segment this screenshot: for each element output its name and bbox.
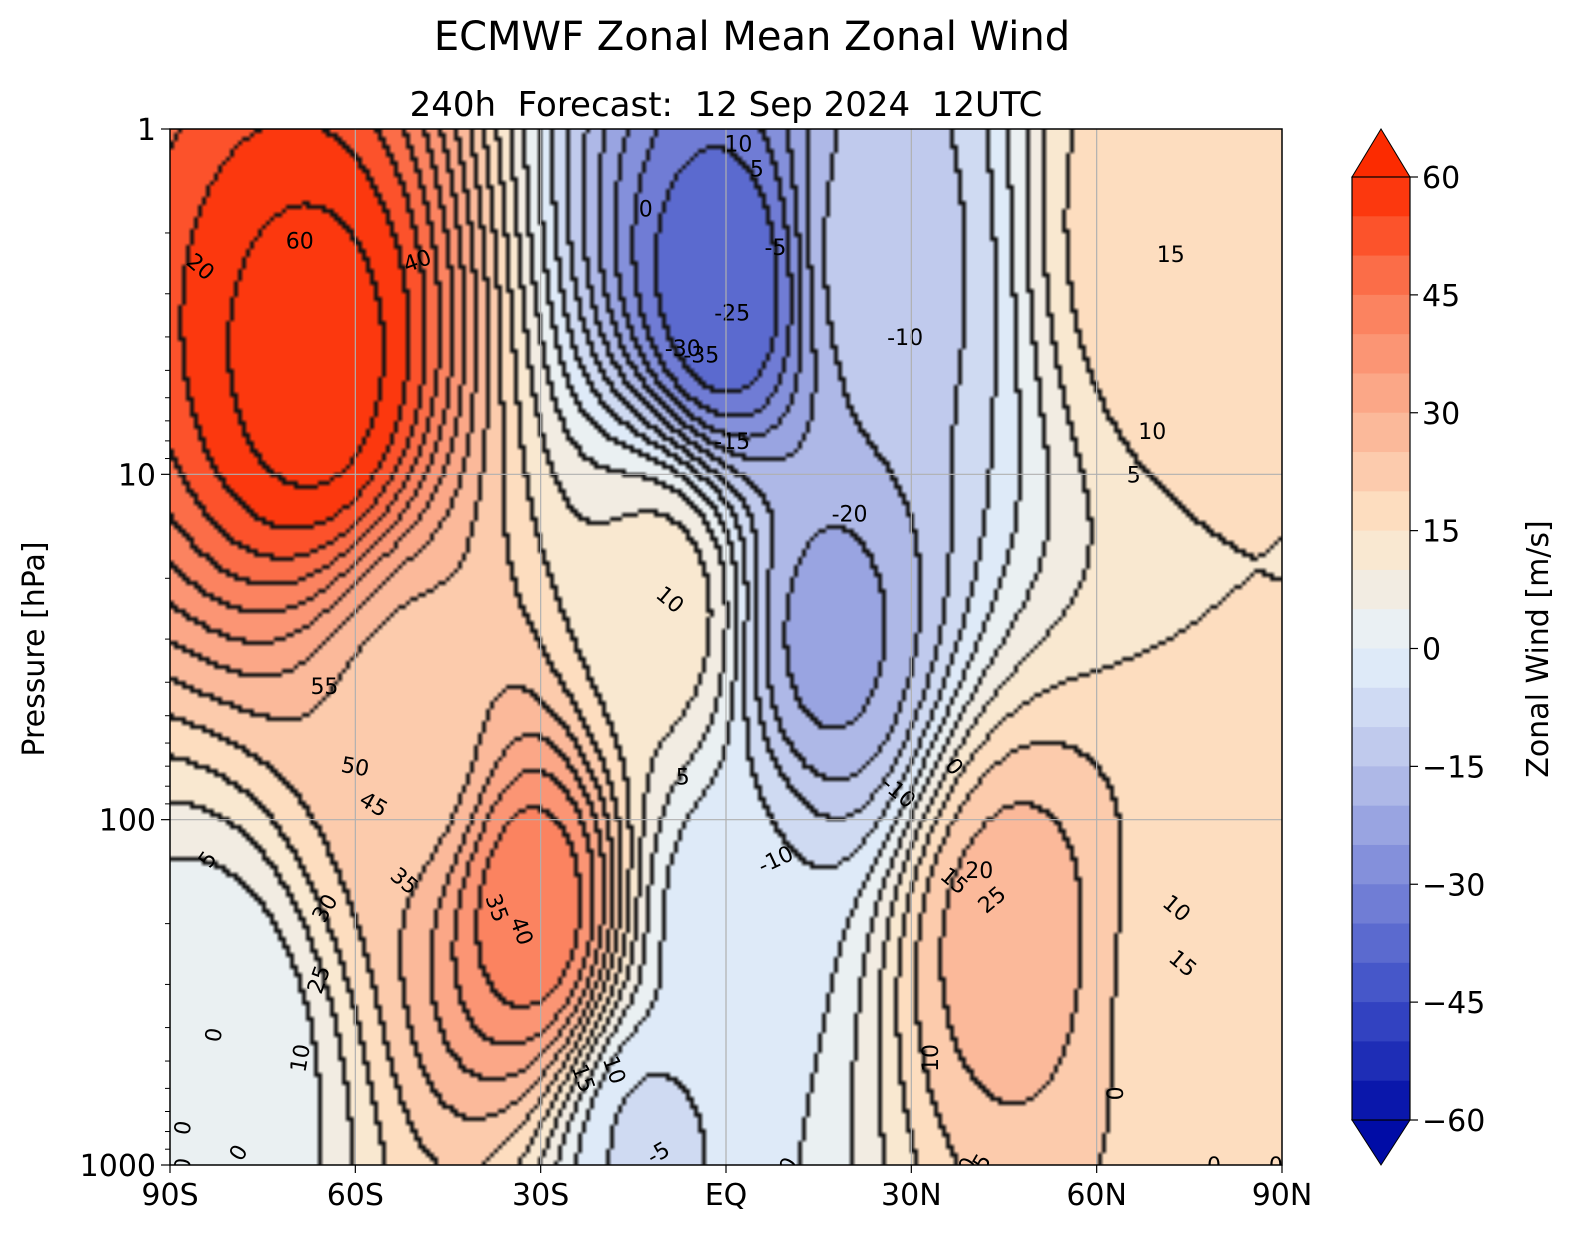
contour-label: -20 [832, 503, 868, 528]
contour-label: 60 [286, 229, 314, 254]
contour-label: 10 [724, 132, 752, 157]
contour-label: 0 [1269, 1154, 1283, 1179]
contour-label: -15 [714, 430, 750, 455]
colorbar-band [1352, 766, 1410, 807]
contour-label: 0 [1207, 1154, 1221, 1179]
colorbar: 60 45 30 15 0 −15 −30 −45 −60 Zonal Wind [m/s] [1351, 128, 1556, 1166]
plot-area: 6040205550453530255010354010150001050-5-… [169, 128, 1283, 1179]
colorbar-band [1352, 491, 1410, 532]
colorbar-band [1352, 844, 1410, 885]
colorbar-ticks: 60 45 30 15 0 −15 −30 −45 −60 [1410, 161, 1485, 1139]
contour-label: 10 [919, 1044, 944, 1072]
contour-label: 0 [201, 1026, 228, 1044]
chart-subtitle: 240h Forecast: 12 Sep 2024 12UTC [410, 85, 1043, 125]
y-tick-label: 1 [137, 113, 156, 148]
contour-label: 55 [310, 675, 338, 700]
colorbar-band [1352, 569, 1410, 610]
colorbar-band [1352, 177, 1410, 217]
colorbar-band [1352, 1002, 1410, 1043]
contour-label: -25 [714, 302, 750, 327]
colorbar-band [1352, 452, 1410, 492]
colorbar-band [1352, 373, 1410, 414]
contour-label: 0 [170, 1156, 197, 1174]
contour-label: -30 [665, 337, 701, 362]
x-tick-label: EQ [705, 1178, 748, 1213]
contour-label: 0 [954, 1153, 983, 1178]
contour-label: 15 [1157, 243, 1185, 268]
colorbar-band [1352, 255, 1410, 296]
colorbar-max-extend [1351, 128, 1411, 178]
colorbar-tick-label: 45 [1422, 279, 1460, 314]
x-tick-label: 30N [881, 1178, 942, 1213]
colorbar-band [1352, 648, 1410, 689]
colorbar-min-extend [1351, 1119, 1411, 1166]
contour-label: 5 [676, 766, 690, 791]
x-tick-label: 90N [1252, 1178, 1313, 1213]
colorbar-band [1352, 923, 1410, 964]
colorbar-band [1352, 805, 1410, 846]
colorbar-band [1352, 1080, 1410, 1121]
colorbar-tick-label: 0 [1422, 633, 1441, 668]
contour-label: 0 [775, 1153, 804, 1178]
colorbar-band [1352, 884, 1410, 925]
colorbar-tick-label: −60 [1422, 1104, 1485, 1139]
contour-label: -35 [683, 344, 719, 369]
contour-label: 10 [286, 1042, 315, 1074]
chart-title: ECMWF Zonal Mean Zonal Wind [434, 14, 1070, 60]
x-tick-label: 60N [1066, 1178, 1127, 1213]
colorbar-tick-label: 15 [1422, 515, 1460, 550]
contour-label: 0 [1104, 1086, 1129, 1100]
contour-label: -5 [764, 236, 786, 261]
y-tick-label: 100 [99, 804, 156, 839]
y-axis-label: Pressure [hPa] [17, 541, 52, 756]
contour-label: 0 [170, 1119, 197, 1137]
y-axis: 1 10 100 1000 [80, 113, 170, 1184]
colorbar-tick-label: −30 [1422, 868, 1485, 903]
colorbar-band [1352, 727, 1410, 767]
colorbar-band [1352, 334, 1410, 375]
contour-label: 5 [1127, 463, 1141, 488]
colorbar-band [1352, 530, 1410, 571]
x-tick-label: 30S [512, 1178, 569, 1213]
colorbar-tick-label: −45 [1422, 986, 1485, 1021]
contour-label: 20 [965, 859, 993, 884]
x-tick-label: 60S [327, 1178, 384, 1213]
colorbar-band [1352, 1041, 1410, 1082]
colorbar-band [1352, 687, 1410, 728]
contour-label: 0 [639, 198, 653, 223]
y-tick-label: 10 [118, 458, 156, 493]
colorbar-bands [1352, 177, 1410, 1121]
colorbar-band [1352, 962, 1410, 1003]
x-axis: 90S 60S 30S EQ 30N 60N 90N [141, 1165, 1312, 1213]
colorbar-tick-label: −15 [1422, 750, 1485, 785]
contour-label: 10 [1138, 420, 1166, 445]
colorbar-label: Zonal Wind [m/s] [1521, 520, 1556, 777]
contour-label: 5 [750, 157, 764, 182]
colorbar-tick-label: 60 [1422, 161, 1460, 196]
colorbar-tick-label: 30 [1422, 397, 1460, 432]
contour-label: -10 [887, 326, 923, 351]
colorbar-band [1352, 412, 1410, 453]
colorbar-band [1352, 609, 1410, 650]
x-tick-label: 90S [141, 1178, 198, 1213]
y-tick-label: 1000 [80, 1149, 156, 1184]
colorbar-band [1352, 294, 1410, 335]
grid-lines [170, 129, 1282, 1165]
colorbar-band [1352, 216, 1410, 257]
